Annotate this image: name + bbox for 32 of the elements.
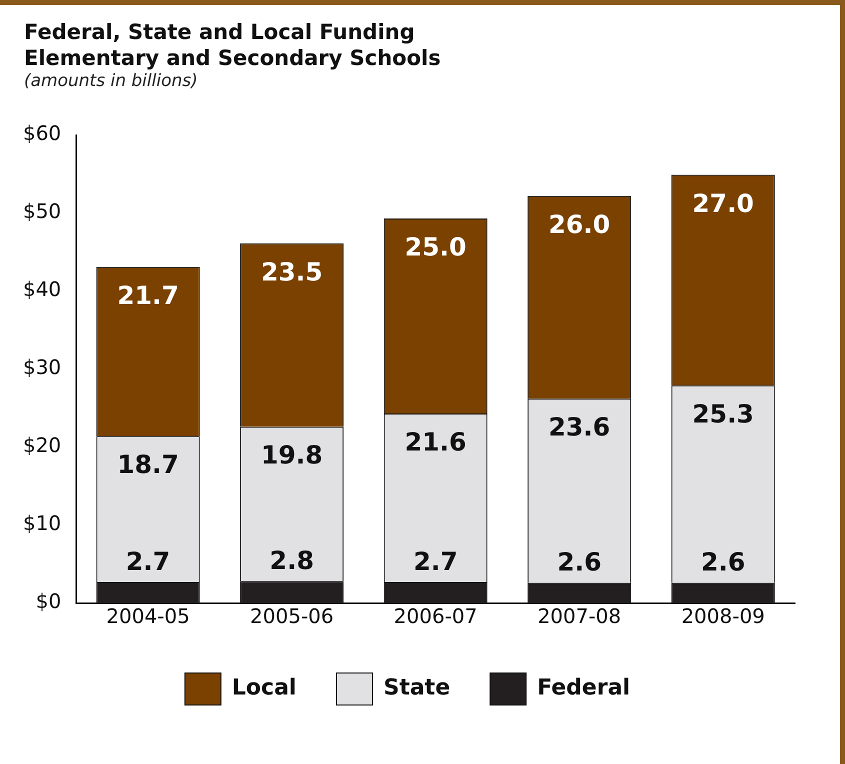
- data-label: 21.7: [117, 280, 179, 310]
- data-label: 18.7: [117, 450, 179, 480]
- data-label: 23.5: [260, 257, 323, 286]
- chart-subtitle: (amounts in billions): [24, 71, 198, 91]
- y-tick-label: $10: [22, 511, 62, 536]
- y-tick-label: $0: [36, 589, 62, 614]
- data-label: 2.7: [413, 546, 458, 576]
- y-tick-label: $40: [22, 277, 62, 302]
- data-label: 2.6: [700, 548, 746, 577]
- data-label: 2.8: [270, 546, 314, 576]
- data-label: 25.3: [692, 399, 754, 428]
- y-tick-label: $60: [22, 121, 62, 146]
- data-label: 2.7: [126, 546, 170, 576]
- data-label: 25.0: [404, 232, 466, 262]
- data-label: 19.8: [260, 440, 323, 470]
- legend-label: Local: [232, 676, 296, 701]
- chart-title: Federal, State and Local Funding Elementary and Secondary Schools: [24, 19, 441, 71]
- data-label: 27.0: [692, 188, 754, 218]
- data-label: 26.0: [548, 210, 610, 239]
- x-tick-label: 2005-06: [250, 604, 334, 628]
- legend-label: State: [383, 676, 450, 701]
- data-label: 2.6: [557, 548, 602, 577]
- legend-label: Federal: [537, 676, 630, 701]
- x-tick-label: 2007-08: [538, 604, 622, 628]
- data-label: 23.6: [548, 412, 610, 442]
- x-tick-label: 2008-09: [681, 604, 765, 628]
- data-label: 21.6: [404, 427, 466, 456]
- x-tick-label: 2006-07: [394, 604, 478, 628]
- y-tick-label: $30: [22, 355, 62, 380]
- x-tick-label: 2004-05: [106, 604, 190, 628]
- y-tick-label: $20: [22, 433, 62, 458]
- y-tick-label: $50: [22, 199, 62, 224]
